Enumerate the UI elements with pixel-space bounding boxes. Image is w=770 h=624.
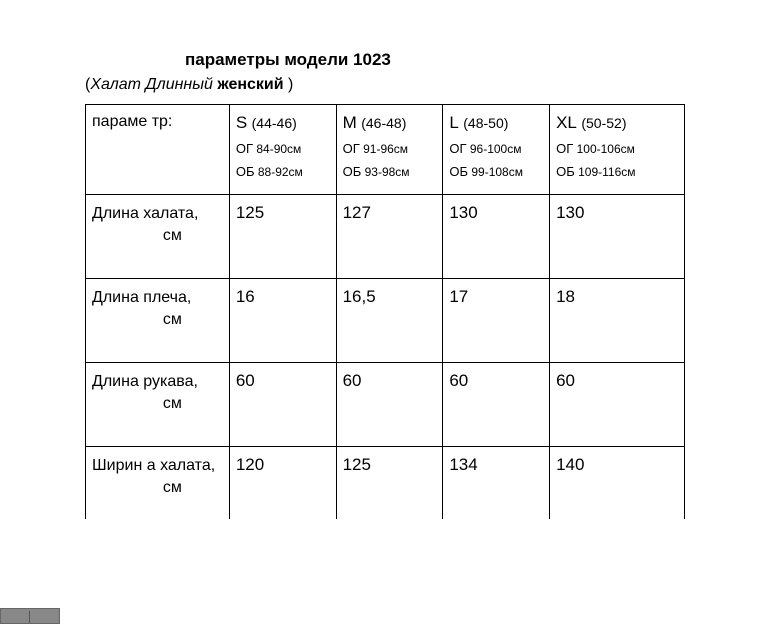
header-size-xl: XL (50-52) ОГ 100-106см ОБ 109-116см bbox=[550, 105, 685, 195]
og-label: ОГ bbox=[556, 141, 573, 156]
subtitle: (Халат Длинный женский ) bbox=[85, 76, 685, 94]
data-cell: 17 bbox=[443, 279, 550, 363]
subtitle-bold: женский bbox=[217, 76, 283, 93]
ob-label: ОБ bbox=[343, 164, 362, 179]
ob-value: 109-116см bbox=[578, 165, 635, 179]
data-cell: 120 bbox=[229, 447, 336, 519]
data-cell: 60 bbox=[550, 363, 685, 447]
og-value: 84-90см bbox=[256, 142, 301, 156]
thumbnail-strip bbox=[0, 608, 60, 624]
og-label: ОГ bbox=[343, 141, 360, 156]
data-cell: 127 bbox=[336, 195, 443, 279]
og-label: ОГ bbox=[449, 141, 466, 156]
table-row: Длина плеча, см 16 16,5 17 18 bbox=[86, 279, 685, 363]
header-size-m: M (46-48) ОГ 91-96см ОБ 93-98см bbox=[336, 105, 443, 195]
param-name-cell: Длина халата, см bbox=[86, 195, 230, 279]
param-unit: см bbox=[92, 225, 223, 247]
data-cell: 125 bbox=[336, 447, 443, 519]
size-range: (48-50) bbox=[463, 115, 508, 131]
size-letter: L bbox=[449, 113, 458, 132]
param-unit: см bbox=[92, 393, 223, 415]
og-value: 100-106см bbox=[577, 142, 635, 156]
ob-value: 93-98см bbox=[365, 165, 410, 179]
data-cell: 60 bbox=[443, 363, 550, 447]
data-cell: 140 bbox=[550, 447, 685, 519]
param-name: Длина плеча, bbox=[92, 289, 191, 306]
param-name: Длина халата, bbox=[92, 205, 198, 222]
subtitle-suffix: ) bbox=[284, 76, 294, 93]
ob-value: 99-108см bbox=[471, 165, 523, 179]
ob-label: ОБ bbox=[449, 164, 468, 179]
size-letter: M bbox=[343, 113, 357, 132]
param-unit: см bbox=[92, 309, 223, 331]
data-cell: 130 bbox=[443, 195, 550, 279]
data-cell: 130 bbox=[550, 195, 685, 279]
size-range: (50-52) bbox=[581, 115, 626, 131]
og-value: 96-100см bbox=[470, 142, 522, 156]
ob-label: ОБ bbox=[236, 164, 255, 179]
param-name: Ширин а халата, bbox=[92, 457, 215, 474]
data-cell: 134 bbox=[443, 447, 550, 519]
page-title: параметры модели 1023 bbox=[85, 50, 685, 70]
subtitle-italic: Халат Длинный bbox=[90, 76, 217, 93]
data-cell: 60 bbox=[336, 363, 443, 447]
param-name-cell: Длина плеча, см bbox=[86, 279, 230, 363]
data-cell: 16,5 bbox=[336, 279, 443, 363]
param-unit: см bbox=[92, 477, 223, 499]
ob-label: ОБ bbox=[556, 164, 575, 179]
ob-value: 88-92см bbox=[258, 165, 303, 179]
table-row: Ширин а халата, см 120 125 134 140 bbox=[86, 447, 685, 519]
table-row: Длина халата, см 125 127 130 130 bbox=[86, 195, 685, 279]
param-name: Длина рукава, bbox=[92, 373, 198, 390]
size-range: (46-48) bbox=[361, 115, 406, 131]
og-value: 91-96см bbox=[363, 142, 408, 156]
size-letter: S bbox=[236, 113, 247, 132]
data-cell: 18 bbox=[550, 279, 685, 363]
size-letter: XL bbox=[556, 113, 577, 132]
data-cell: 125 bbox=[229, 195, 336, 279]
table-header-row: параме тр: S (44-46) ОГ 84-90см ОБ 88-92… bbox=[86, 105, 685, 195]
og-label: ОГ bbox=[236, 141, 253, 156]
size-table: параме тр: S (44-46) ОГ 84-90см ОБ 88-92… bbox=[85, 104, 685, 519]
data-cell: 60 bbox=[229, 363, 336, 447]
header-size-l: L (48-50) ОГ 96-100см ОБ 99-108см bbox=[443, 105, 550, 195]
table-row: Длина рукава, см 60 60 60 60 bbox=[86, 363, 685, 447]
data-cell: 16 bbox=[229, 279, 336, 363]
header-size-s: S (44-46) ОГ 84-90см ОБ 88-92см bbox=[229, 105, 336, 195]
size-range: (44-46) bbox=[252, 115, 297, 131]
header-param: параме тр: bbox=[86, 105, 230, 195]
param-name-cell: Длина рукава, см bbox=[86, 363, 230, 447]
param-name-cell: Ширин а халата, см bbox=[86, 447, 230, 519]
